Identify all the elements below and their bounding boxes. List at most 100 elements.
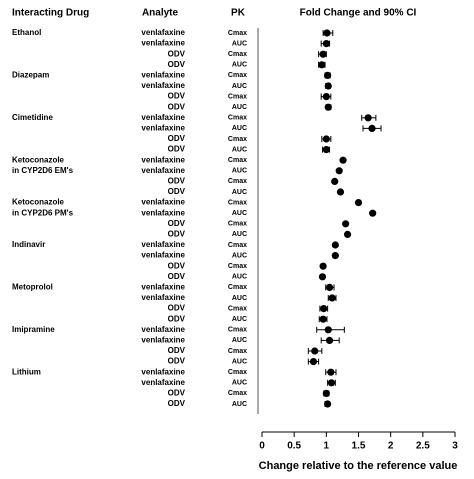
pk-label: AUC [232,274,247,281]
column-header: Analyte [142,8,179,19]
point [354,199,363,207]
analyte-label: venlafaxine [141,293,185,302]
analyte-label: venlafaxine [141,124,185,133]
drug-label: Cimetidine [12,113,53,122]
pk-label: Cmax [228,327,247,334]
point [322,40,330,48]
point [339,156,347,164]
point [324,82,332,90]
analyte-label: venlafaxine [141,198,185,207]
pk-label: Cmax [228,305,247,312]
x-tick-label: 2.5 [416,441,430,452]
pk-label: AUC [232,125,247,132]
point [331,252,339,260]
drug-label: Lithium [12,367,41,376]
point [343,230,352,238]
analyte-label: ODV [168,102,186,111]
point [320,305,328,313]
analyte-label: ODV [168,219,186,228]
pk-label: AUC [232,104,247,111]
point [319,262,327,270]
drug-label: Ketoconazole [12,198,65,207]
pk-label: Cmax [228,72,247,79]
point [322,146,330,154]
point [331,177,339,185]
analyte-label: venlafaxine [141,378,185,387]
pk-label: AUC [232,401,247,408]
analyte-label: venlafaxine [141,81,185,90]
point [368,124,376,132]
analyte-label: ODV [168,272,186,281]
point [319,50,327,58]
analyte-label: ODV [168,60,186,69]
point [335,167,343,175]
pk-label: Cmax [228,242,247,249]
analyte-label: venlafaxine [141,240,185,249]
analyte-label: venlafaxine [141,208,185,217]
point [322,93,330,101]
pk-label: AUC [232,337,247,344]
x-tick-label: 0.5 [287,441,301,452]
analyte-label: ODV [168,187,186,196]
pk-label: Cmax [228,157,247,164]
chart-title: Fold Change and 90% CI [300,8,417,19]
pk-label: Cmax [228,93,247,100]
analyte-label: ODV [168,177,186,186]
analyte-label: ODV [168,357,186,366]
point [327,379,336,387]
column-header: Interacting Drug [12,8,89,19]
analyte-label: ODV [168,399,186,408]
pk-label: Cmax [228,284,247,291]
drug-label: in CYP2D6 EM's [12,166,74,175]
drug-label: in CYP2D6 PM's [12,208,74,217]
drug-label: Imipramine [12,325,55,334]
point [309,358,318,366]
x-tick-label: 0 [259,441,265,452]
point [336,188,345,196]
point [342,220,350,228]
pk-label: AUC [232,231,247,238]
x-tick-label: 1.5 [352,441,366,452]
pk-label: Cmax [228,178,247,185]
analyte-label: ODV [168,49,186,58]
analyte-label: venlafaxine [141,39,185,48]
pk-label: Cmax [228,390,247,397]
analyte-label: venlafaxine [141,166,185,175]
analyte-label: ODV [168,230,186,239]
point [324,71,332,79]
point [322,389,330,397]
analyte-label: venlafaxine [141,113,185,122]
analyte-label: venlafaxine [141,71,185,80]
point [318,61,326,69]
point [324,103,332,111]
pk-label: Cmax [228,348,247,355]
pk-label: AUC [232,146,247,153]
analyte-label: ODV [168,346,186,355]
point [324,326,332,334]
analyte-label: venlafaxine [141,367,185,376]
x-tick-label: 1 [324,441,330,452]
pk-label: AUC [232,316,247,323]
pk-label: Cmax [228,115,247,122]
analyte-label: ODV [168,304,186,313]
point [323,29,331,37]
analyte-label: venlafaxine [141,336,185,345]
pk-label: Cmax [228,199,247,206]
point [364,114,372,122]
pk-label: Cmax [228,221,247,228]
pk-label: AUC [232,210,247,217]
point [324,400,332,408]
point [331,241,339,249]
pk-label: AUC [232,252,247,259]
pk-label: Cmax [228,369,247,376]
point [311,347,319,355]
point [328,294,336,302]
pk-label: AUC [232,40,247,47]
pk-label: Cmax [228,51,247,58]
analyte-label: ODV [168,314,186,323]
pk-label: AUC [232,168,247,175]
analyte-label: venlafaxine [141,283,185,292]
drug-label: Ethanol [12,28,41,37]
pk-label: Cmax [228,136,247,143]
analyte-label: ODV [168,145,186,154]
